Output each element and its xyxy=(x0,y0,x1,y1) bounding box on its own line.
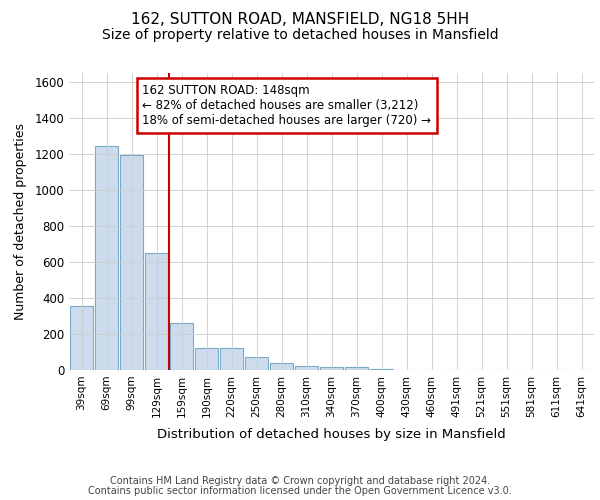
Text: 162 SUTTON ROAD: 148sqm
← 82% of detached houses are smaller (3,212)
18% of semi: 162 SUTTON ROAD: 148sqm ← 82% of detache… xyxy=(143,84,431,128)
Bar xyxy=(120,155,143,370)
Bar xyxy=(170,322,193,370)
Text: Contains public sector information licensed under the Open Government Licence v3: Contains public sector information licen… xyxy=(88,486,512,496)
Bar xyxy=(270,363,293,370)
Text: Contains HM Land Registry data © Crown copyright and database right 2024.: Contains HM Land Registry data © Crown c… xyxy=(110,476,490,486)
Bar xyxy=(195,348,218,370)
Bar xyxy=(320,367,343,370)
Y-axis label: Number of detached properties: Number of detached properties xyxy=(14,122,28,320)
Bar xyxy=(370,368,393,370)
Bar xyxy=(245,358,268,370)
Text: Size of property relative to detached houses in Mansfield: Size of property relative to detached ho… xyxy=(101,28,499,42)
Bar xyxy=(70,306,93,370)
Bar xyxy=(145,253,168,370)
Bar xyxy=(295,366,318,370)
Bar xyxy=(220,348,243,370)
Bar xyxy=(95,146,118,370)
X-axis label: Distribution of detached houses by size in Mansfield: Distribution of detached houses by size … xyxy=(157,428,506,441)
Bar xyxy=(345,368,368,370)
Text: 162, SUTTON ROAD, MANSFIELD, NG18 5HH: 162, SUTTON ROAD, MANSFIELD, NG18 5HH xyxy=(131,12,469,28)
